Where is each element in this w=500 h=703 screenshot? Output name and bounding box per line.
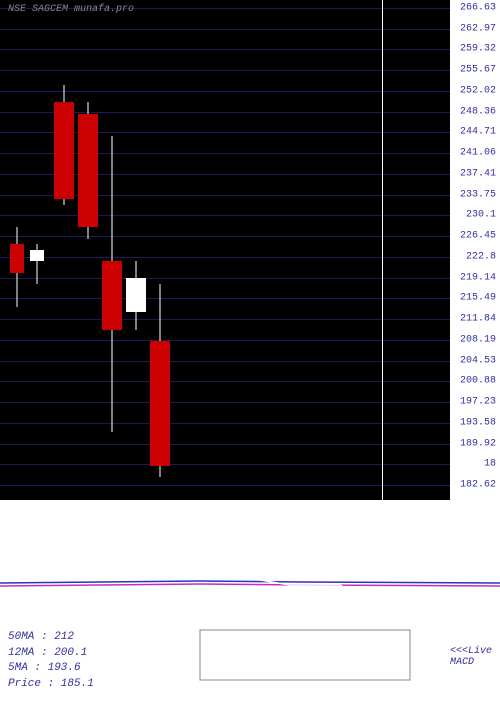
indicator-box: [200, 630, 410, 680]
ma5-stat: 5MA : 193.6: [8, 661, 94, 676]
candle-body: [150, 341, 170, 466]
ma-line-1: [0, 581, 500, 583]
chart-title: NSE SAGCEM munafa.pro: [8, 4, 134, 15]
candle: [78, 0, 98, 500]
y-axis-label: 266.63: [460, 2, 496, 13]
stats-block: 50MA : 212 12MA : 200.1 5MA : 193.6 Pric…: [8, 630, 94, 692]
ma-line-2: [0, 584, 500, 586]
y-axis-label: 215.49: [460, 293, 496, 304]
candle-body: [126, 278, 146, 312]
candle: [10, 0, 24, 500]
y-axis-label: 244.71: [460, 127, 496, 138]
y-axis-label: 182.62: [460, 480, 496, 491]
y-axis-label: 259.32: [460, 44, 496, 55]
y-axis-label: 230.1: [466, 210, 496, 221]
y-axis-label: 237.41: [460, 168, 496, 179]
ma12-stat: 12MA : 200.1: [8, 646, 94, 661]
y-axis-label: 219.14: [460, 272, 496, 283]
y-axis-label: 193.58: [460, 417, 496, 428]
y-axis-label: 248.36: [460, 106, 496, 117]
y-axis-label: 241.06: [460, 148, 496, 159]
ma50-stat: 50MA : 212: [8, 630, 94, 645]
candle: [54, 0, 74, 500]
y-axis-label: 226.45: [460, 231, 496, 242]
y-axis-label: 197.23: [460, 397, 496, 408]
y-axis-label: 233.75: [460, 189, 496, 200]
y-axis-label: 211.84: [460, 314, 496, 325]
y-axis-label: 189.92: [460, 438, 496, 449]
candle-body: [30, 250, 44, 261]
y-axis-label: 222.8: [466, 251, 496, 262]
y-axis-label: 204.53: [460, 355, 496, 366]
candle: [30, 0, 44, 500]
y-axis-label: 262.97: [460, 23, 496, 34]
chart-container: NSE SAGCEM munafa.pro 266.63 262.97 259.32…: [0, 0, 500, 700]
candle-body: [102, 261, 122, 329]
indicator-panel: 50MA : 212 12MA : 200.1 5MA : 193.6 Pric…: [0, 500, 500, 700]
candle: [126, 0, 146, 500]
candle-body: [54, 102, 74, 199]
macd-label: <<<Live MACD: [450, 646, 492, 668]
y-axis: 266.63 262.97 259.32 255.67 252.02 248.36 244.…: [450, 0, 500, 500]
separator-line: [382, 0, 383, 500]
price-stat: Price : 185.1: [8, 677, 94, 692]
y-axis-label: 208.19: [460, 334, 496, 345]
candle-body: [78, 114, 98, 228]
y-axis-label: 18: [484, 459, 496, 470]
main-chart: NSE SAGCEM munafa.pro: [0, 0, 450, 500]
y-axis-label: 200.88: [460, 376, 496, 387]
candle-body: [10, 244, 24, 272]
candle: [150, 0, 170, 500]
candle: [102, 0, 122, 500]
y-axis-label: 252.02: [460, 85, 496, 96]
y-axis-label: 255.67: [460, 65, 496, 76]
